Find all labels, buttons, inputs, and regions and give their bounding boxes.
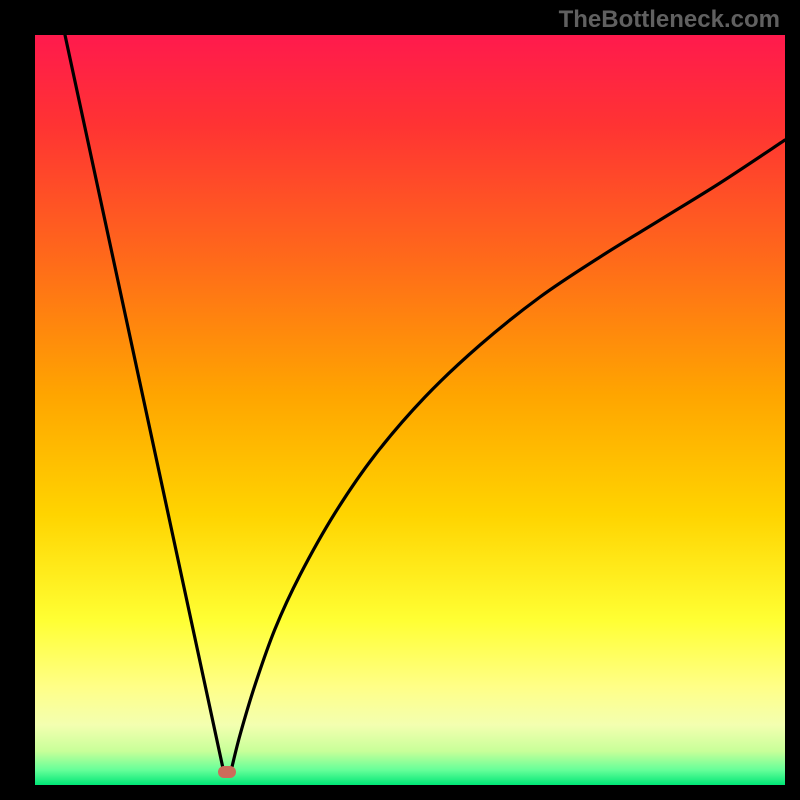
vertex-marker (218, 766, 236, 778)
chart-frame: TheBottleneck.com (0, 0, 800, 800)
watermark-text: TheBottleneck.com (559, 6, 780, 34)
plot-area (35, 35, 785, 785)
bottleneck-curve (35, 35, 785, 785)
